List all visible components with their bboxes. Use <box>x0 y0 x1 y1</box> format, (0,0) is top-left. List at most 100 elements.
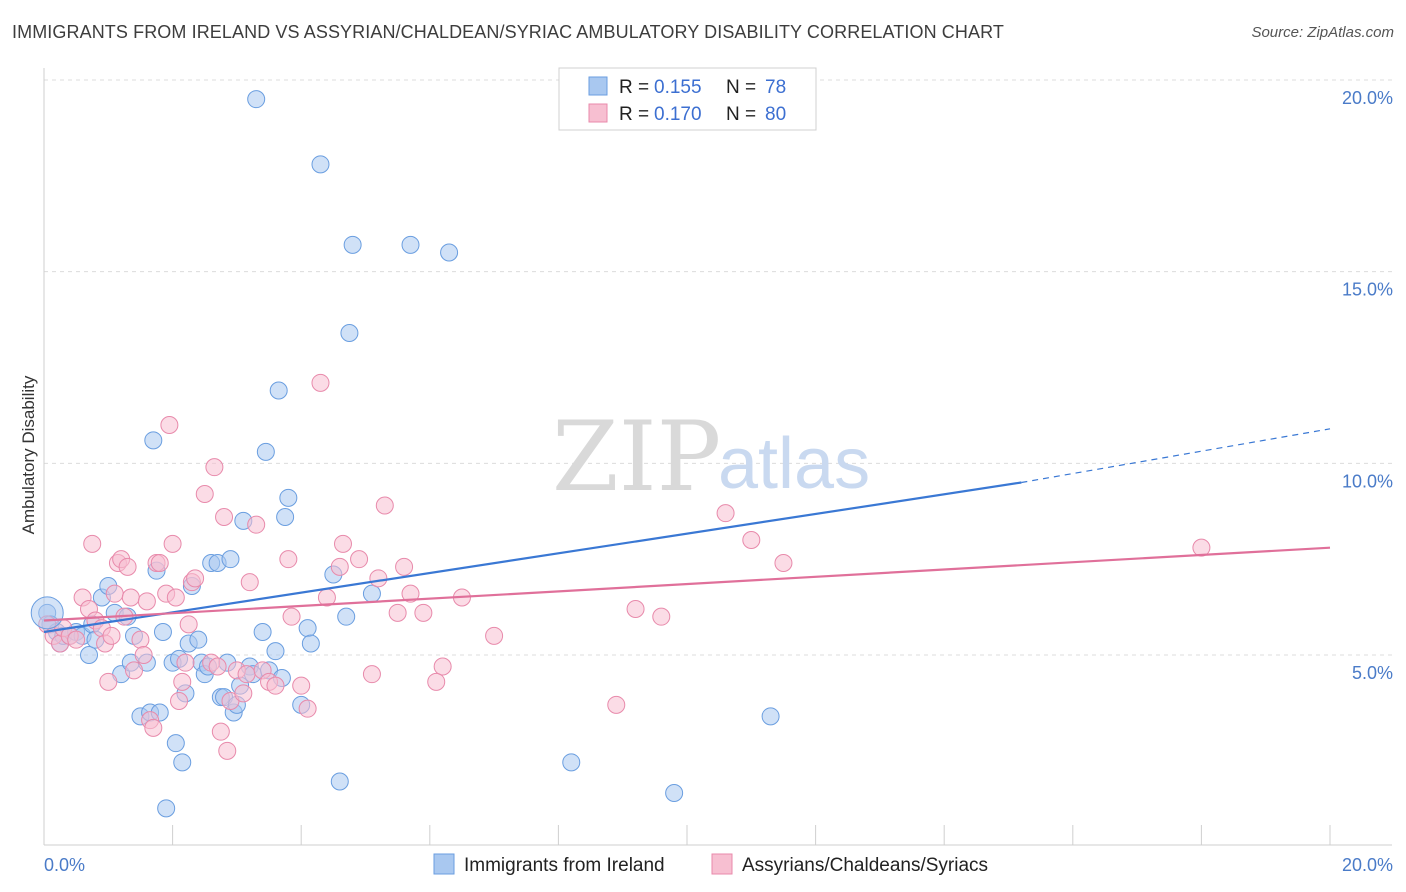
legend-swatch-ireland <box>588 76 608 96</box>
data-point-ireland <box>362 584 381 603</box>
data-point-assyrian <box>716 504 735 523</box>
data-points <box>30 90 1211 818</box>
bottom-legend-swatch-ireland <box>433 853 455 875</box>
legend-r-label-2: R = <box>619 104 649 125</box>
data-point-assyrian <box>131 630 150 649</box>
data-point-assyrian <box>144 718 163 737</box>
data-point-assyrian <box>211 722 230 741</box>
y-axis-label: Ambulatory Disability <box>19 375 38 534</box>
legend-box: R = 0.155 N = 78 R = 0.170 N = 80 <box>558 67 817 131</box>
axes <box>43 68 1392 846</box>
data-point-assyrian <box>330 557 349 576</box>
watermark-atlas: atlas <box>718 424 870 504</box>
data-point-assyrian <box>388 603 407 622</box>
data-point-assyrian <box>83 534 102 553</box>
data-point-assyrian <box>362 665 381 684</box>
legend-swatch-assyrian <box>588 103 608 123</box>
data-point-assyrian <box>774 554 793 572</box>
data-point-ireland <box>266 642 285 661</box>
trend-lines <box>43 428 1331 634</box>
data-point-assyrian <box>266 676 285 695</box>
data-point-ireland <box>340 324 359 342</box>
trend-line-ireland <box>43 481 1022 634</box>
data-point-ireland <box>221 550 240 569</box>
legend-r-value-1: 0.155 <box>654 77 702 98</box>
data-point-assyrian <box>118 557 137 576</box>
data-point-assyrian <box>282 607 301 626</box>
data-point-ireland <box>562 753 581 772</box>
trend-line-ireland-extension <box>1021 428 1331 484</box>
chart-source: Source: ZipAtlas.com <box>1251 24 1394 41</box>
data-point-assyrian <box>215 508 234 526</box>
data-point-assyrian <box>163 534 182 553</box>
data-point-ireland <box>253 623 272 641</box>
data-point-assyrian <box>369 569 388 588</box>
data-point-ireland <box>401 235 420 254</box>
data-point-assyrian <box>166 588 185 607</box>
data-point-assyrian <box>234 684 253 703</box>
data-point-ireland <box>269 381 288 400</box>
watermark-zip: ZIP <box>552 401 721 513</box>
legend-n-label-1: N = <box>726 77 756 98</box>
data-point-ireland <box>343 235 362 254</box>
x-tick-label-left: 0.0% <box>44 855 85 875</box>
bottom-legend-label-ireland: Immigrants from Ireland <box>464 855 665 876</box>
data-point-ireland <box>761 707 780 726</box>
data-point-assyrian <box>311 373 330 392</box>
data-point-ireland <box>157 799 176 818</box>
legend-r-value-2: 0.170 <box>654 104 702 125</box>
data-point-assyrian <box>121 588 140 607</box>
data-point-assyrian <box>218 741 237 760</box>
data-point-assyrian <box>607 695 626 714</box>
data-point-assyrian <box>205 458 224 477</box>
data-point-ireland <box>144 431 163 450</box>
data-point-assyrian <box>160 416 179 434</box>
data-point-assyrian <box>395 557 414 576</box>
data-point-assyrian <box>433 657 452 676</box>
data-point-ireland <box>298 619 317 638</box>
data-point-ireland <box>279 488 298 507</box>
x-tick-label-right: 20.0% <box>1342 855 1393 875</box>
data-point-assyrian <box>292 676 311 695</box>
data-point-assyrian <box>173 672 192 691</box>
data-point-assyrian <box>333 534 352 553</box>
data-point-ireland-large <box>30 596 64 630</box>
y-tick-label: 20.0% <box>1342 88 1393 108</box>
data-point-assyrian <box>298 699 317 718</box>
data-point-assyrian <box>427 672 446 691</box>
data-point-ireland <box>276 508 295 526</box>
data-point-ireland <box>166 734 185 753</box>
data-point-ireland <box>80 646 99 664</box>
data-point-ireland <box>256 442 275 461</box>
grid-lines <box>44 79 1392 656</box>
data-point-ireland <box>330 772 349 791</box>
data-point-assyrian <box>186 569 205 588</box>
tick-labels: 5.0% 10.0% 15.0% 20.0% 0.0% 20.0% <box>44 88 1393 875</box>
bottom-legend-label-assyrian: Assyrians/Chaldeans/Syriacs <box>742 855 988 876</box>
data-point-assyrian <box>102 626 121 645</box>
data-point-ireland <box>311 155 330 174</box>
data-point-assyrian <box>375 496 394 515</box>
bottom-legend-swatch-assyrian <box>711 853 733 875</box>
data-point-assyrian <box>125 661 144 680</box>
data-point-assyrian <box>99 672 118 691</box>
y-tick-label: 15.0% <box>1342 280 1393 300</box>
data-point-assyrian <box>1192 538 1211 557</box>
legend-n-label-2: N = <box>726 104 756 125</box>
data-point-assyrian <box>150 554 169 572</box>
data-point-assyrian <box>137 592 156 611</box>
data-point-assyrian <box>350 550 369 569</box>
chart-title: IMMIGRANTS FROM IRELAND VS ASSYRIAN/CHAL… <box>12 22 1004 42</box>
data-point-assyrian <box>414 603 433 622</box>
y-tick-label: 10.0% <box>1342 471 1393 491</box>
legend-n-value-1: 78 <box>765 77 786 98</box>
bottom-legend: Immigrants from Ireland Assyrians/Chalde… <box>433 853 988 876</box>
watermark: ZIP atlas <box>552 401 870 513</box>
data-point-assyrian <box>240 573 259 592</box>
data-point-ireland <box>665 784 684 802</box>
y-tick-label: 5.0% <box>1352 663 1393 683</box>
data-point-assyrian <box>237 665 256 684</box>
data-point-assyrian <box>279 550 298 569</box>
data-point-ireland <box>301 634 320 653</box>
data-point-assyrian <box>208 657 227 676</box>
